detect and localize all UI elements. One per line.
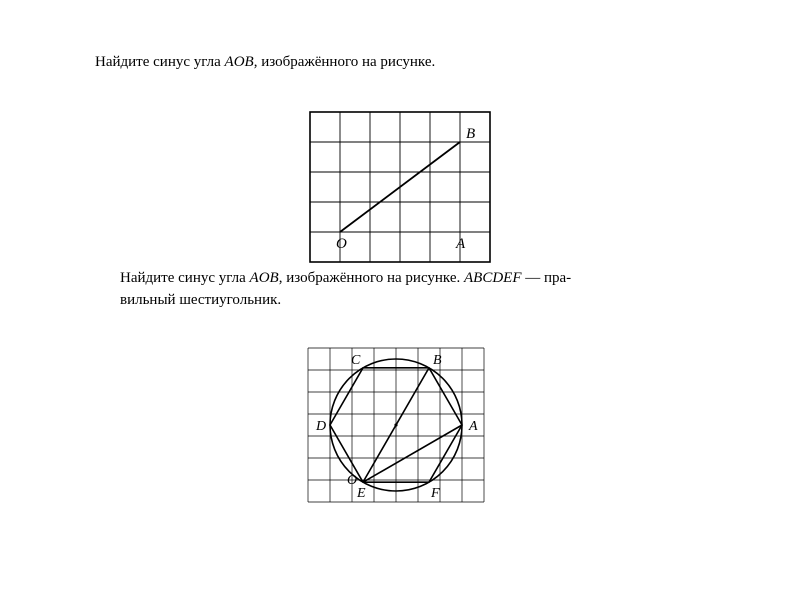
- svg-text:D: D: [315, 419, 326, 434]
- p2-l1-angle: AOB: [250, 270, 279, 286]
- page: Найдите синус угла AOB, изображённого на…: [0, 0, 800, 600]
- svg-text:B: B: [466, 126, 475, 142]
- problem2-text: Найдите синус угла AOB, изображённого на…: [120, 268, 680, 312]
- p1-angle: AOB: [225, 54, 254, 70]
- p2-l1-end: — пра-: [522, 270, 572, 286]
- problem1-text: Найдите синус угла AOB, изображённого на…: [95, 52, 435, 74]
- svg-text:A: A: [455, 236, 466, 252]
- p2-l1-mid: , изображённого на рисунке.: [279, 270, 464, 286]
- svg-text:O: O: [347, 473, 357, 488]
- svg-text:B: B: [433, 353, 442, 368]
- p1-suffix: , изображённого на рисунке.: [254, 54, 436, 70]
- p2-l1-prefix: Найдите синус угла: [120, 270, 250, 286]
- figure-1-svg: O A B: [290, 92, 510, 282]
- figure-1: O A B: [290, 92, 510, 282]
- p2-l1-hex: ABCDEF: [464, 270, 522, 286]
- svg-text:A: A: [468, 419, 478, 434]
- figure-2: A B C D E F O: [290, 330, 502, 520]
- p2-l2: вильный шестиугольник.: [120, 292, 281, 308]
- figure-2-svg: A B C D E F O: [290, 330, 502, 520]
- p1-prefix: Найдите синус угла: [95, 54, 225, 70]
- svg-text:F: F: [430, 486, 440, 501]
- svg-text:O: O: [336, 236, 347, 252]
- svg-text:C: C: [351, 353, 361, 368]
- svg-text:E: E: [356, 486, 366, 501]
